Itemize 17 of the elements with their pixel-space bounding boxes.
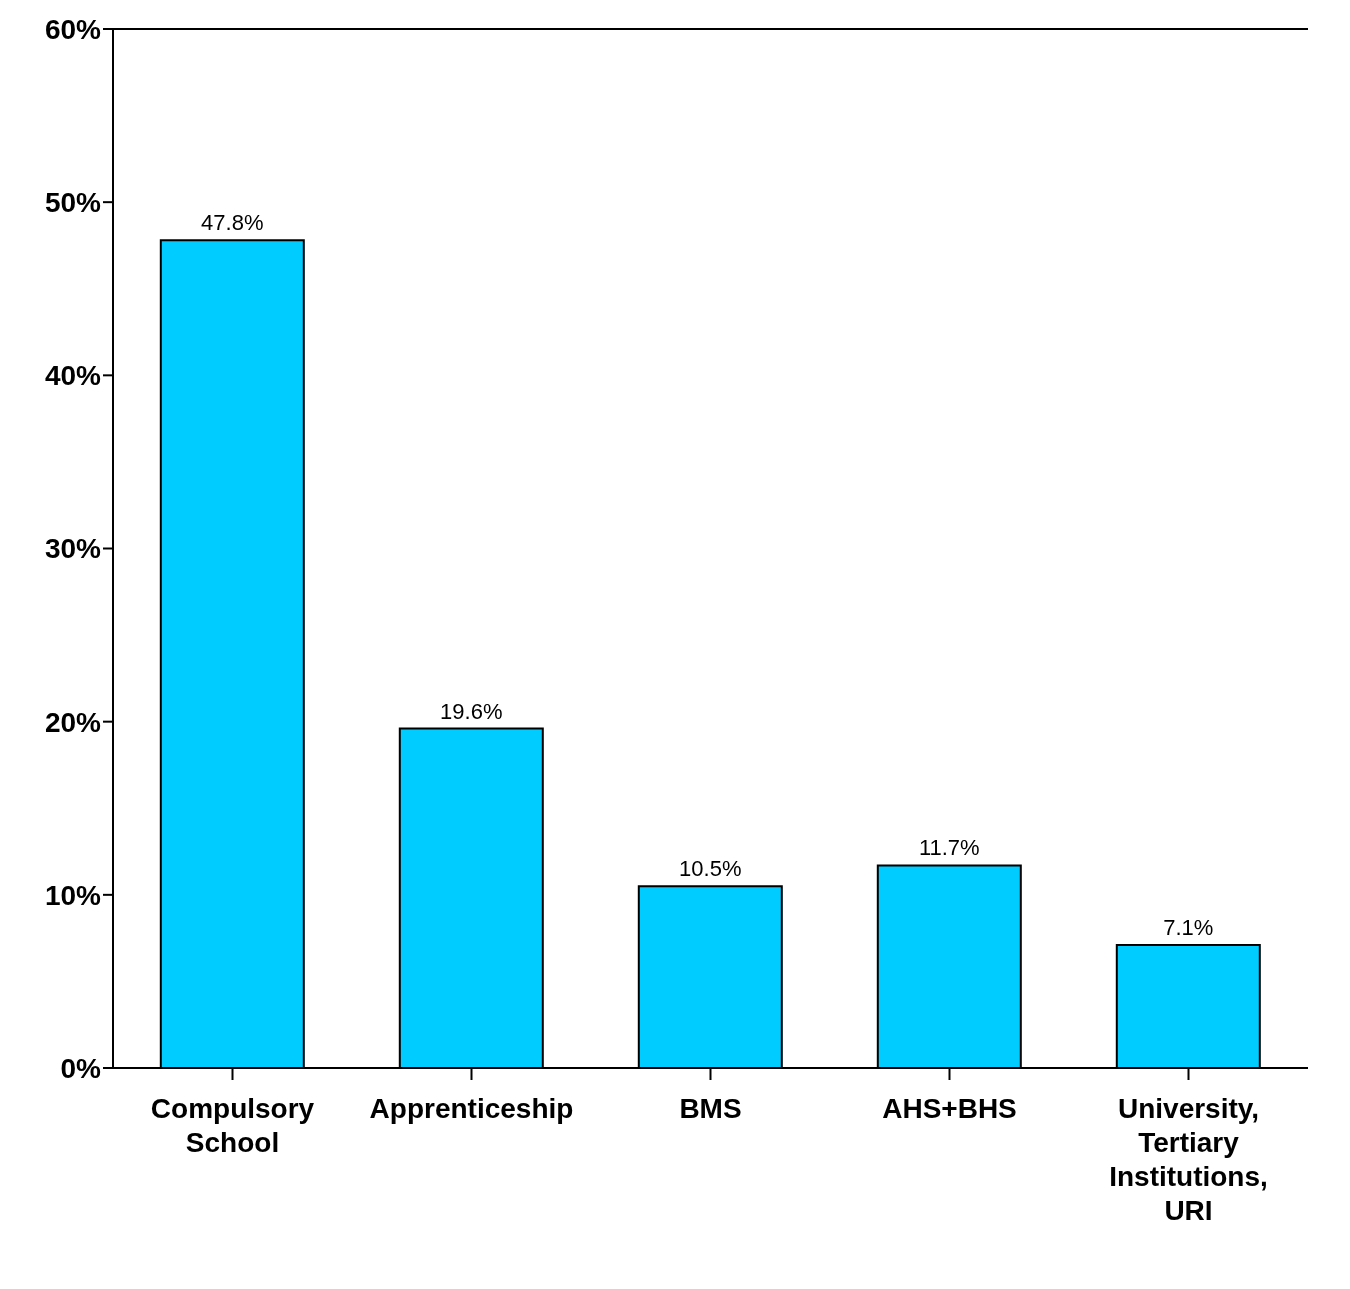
x-tick-label: AHS+BHS — [882, 1093, 1017, 1124]
y-tick-label: 0% — [60, 1052, 102, 1084]
y-tick-label: 40% — [44, 360, 102, 392]
data-label: 19.6% — [440, 698, 503, 724]
y-tick-label: 30% — [44, 533, 102, 565]
x-tick-label: University, Tertiary Institutions, URI — [1109, 1093, 1268, 1226]
data-label: 11.7% — [918, 835, 980, 861]
x-tick-label: BMS — [679, 1093, 742, 1124]
x-tick-label: Apprenticeship — [369, 1093, 574, 1124]
y-tick-label: 50% — [44, 187, 102, 219]
y-tick-label: 60% — [44, 13, 102, 45]
x-tick-label: Compulsory School — [150, 1093, 315, 1158]
data-label: 7.1% — [1163, 915, 1214, 941]
data-label: 47.8% — [201, 210, 264, 236]
data-label: 10.5% — [679, 856, 742, 882]
y-tick-label: 10% — [44, 879, 102, 911]
y-tick-label: 20% — [44, 706, 102, 738]
